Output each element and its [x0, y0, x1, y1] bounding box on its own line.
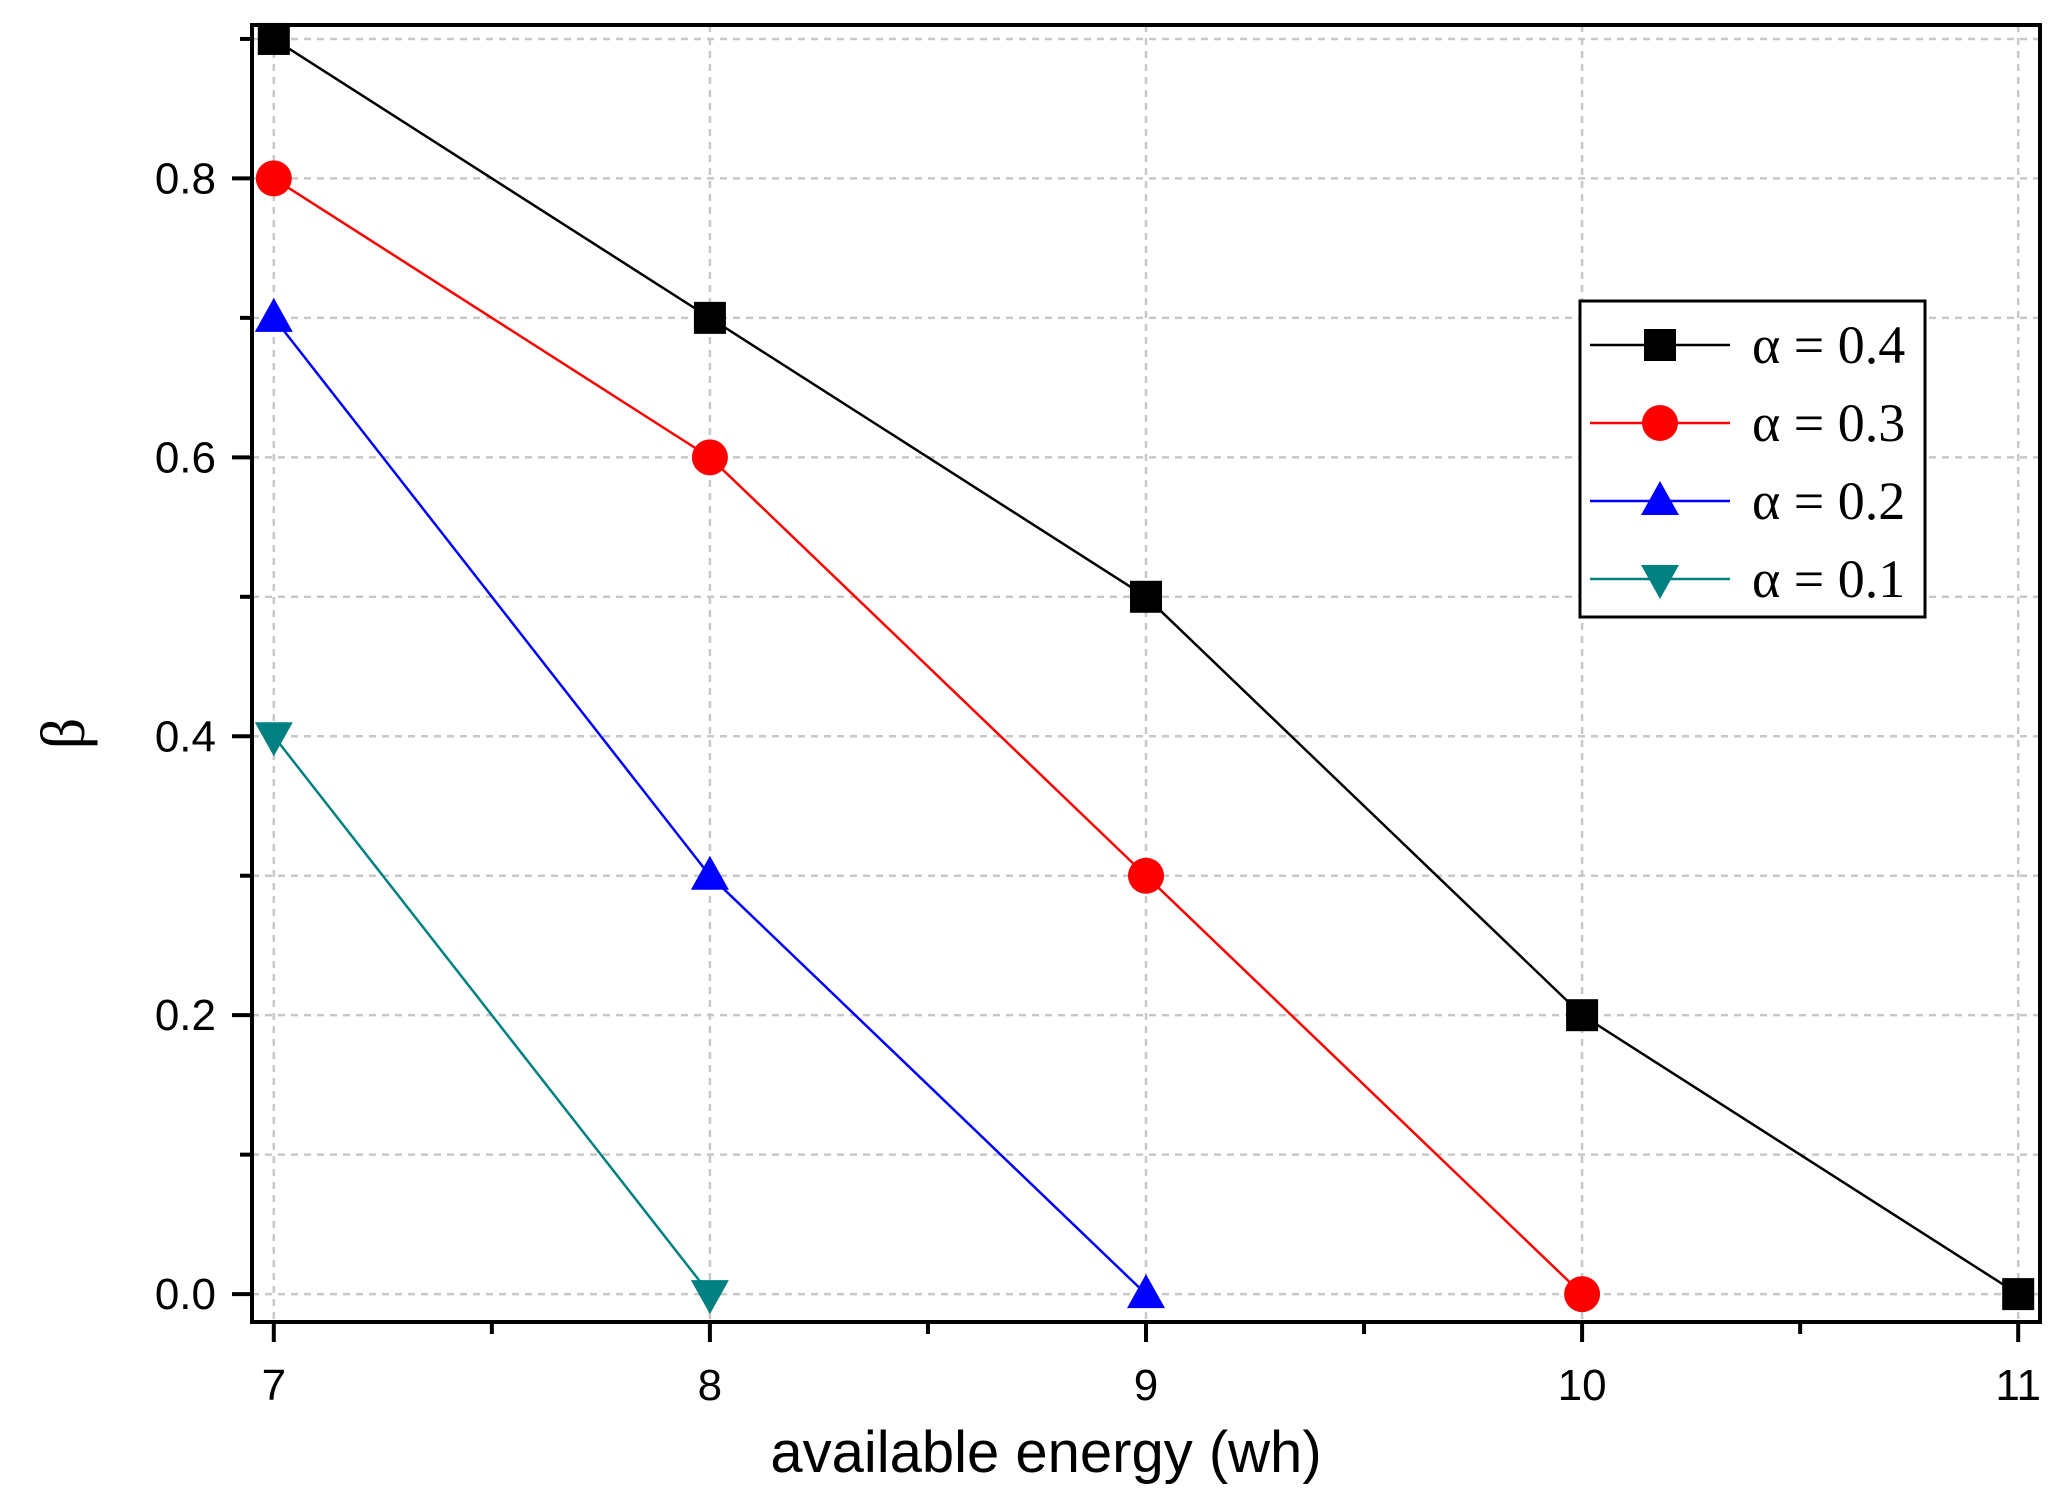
data-point — [1130, 580, 1162, 613]
data-point — [254, 722, 293, 757]
data-point — [254, 297, 293, 332]
data-point — [1127, 1274, 1165, 1309]
data-point — [690, 855, 729, 890]
x-tick-label: 11 — [1995, 1361, 2041, 1410]
x-axis-title: available energy (wh) — [770, 1420, 1321, 1485]
legend-marker — [1644, 329, 1676, 361]
y-tick-label: 0.8 — [155, 154, 216, 203]
x-tick-label: 10 — [1558, 1361, 1607, 1410]
x-tick-label: 8 — [698, 1361, 722, 1410]
data-point — [2002, 1278, 2035, 1311]
y-tick-label: 0.6 — [155, 433, 216, 482]
series-1 — [257, 22, 2035, 1311]
y-axis-title: β — [30, 718, 98, 750]
legend-item: α = 0.1 — [1590, 549, 1905, 609]
series-line — [273, 177, 1583, 1296]
legend-label: α = 0.4 — [1752, 315, 1905, 375]
legend: α = 0.4 α = 0.3 α = 0.2 α = 0.1 — [1578, 299, 1927, 619]
data-point — [690, 1280, 729, 1315]
legend-item: α = 0.3 — [1590, 393, 1905, 453]
legend-box — [1578, 299, 1927, 619]
series-line — [272, 735, 711, 1295]
data-point — [257, 22, 290, 55]
data-point — [1566, 999, 1599, 1032]
legend-label: α = 0.3 — [1752, 393, 1905, 453]
x-tick-label: 9 — [1134, 1361, 1158, 1410]
y-tick-label: 0.0 — [155, 1270, 216, 1319]
legend-item: α = 0.2 — [1590, 471, 1905, 531]
data-point — [1564, 1276, 1601, 1313]
legend-label: α = 0.2 — [1752, 471, 1905, 531]
y-tick-label: 0.4 — [155, 712, 216, 761]
legend-marker — [1641, 565, 1679, 599]
data-point — [1128, 857, 1164, 894]
series-3 — [254, 297, 1165, 1309]
legend-item: α = 0.4 — [1590, 315, 1905, 375]
grid — [252, 25, 2040, 1322]
data-point — [691, 439, 728, 476]
series-2 — [255, 160, 1601, 1313]
plot-frame — [250, 23, 2042, 1324]
legend-marker — [1641, 481, 1679, 515]
series-4 — [254, 722, 729, 1315]
y-tick-label: 0.2 — [155, 991, 216, 1040]
data-point — [255, 160, 292, 197]
axes: 7 8 9 10 11 0.0 0.2 0.4 0.6 0.8 — [155, 36, 2041, 1410]
legend-marker — [1642, 405, 1678, 441]
x-tick-label: 7 — [262, 1361, 286, 1410]
legend-label: α = 0.1 — [1752, 549, 1905, 609]
data-point — [693, 301, 726, 334]
plot-series — [254, 22, 2035, 1315]
